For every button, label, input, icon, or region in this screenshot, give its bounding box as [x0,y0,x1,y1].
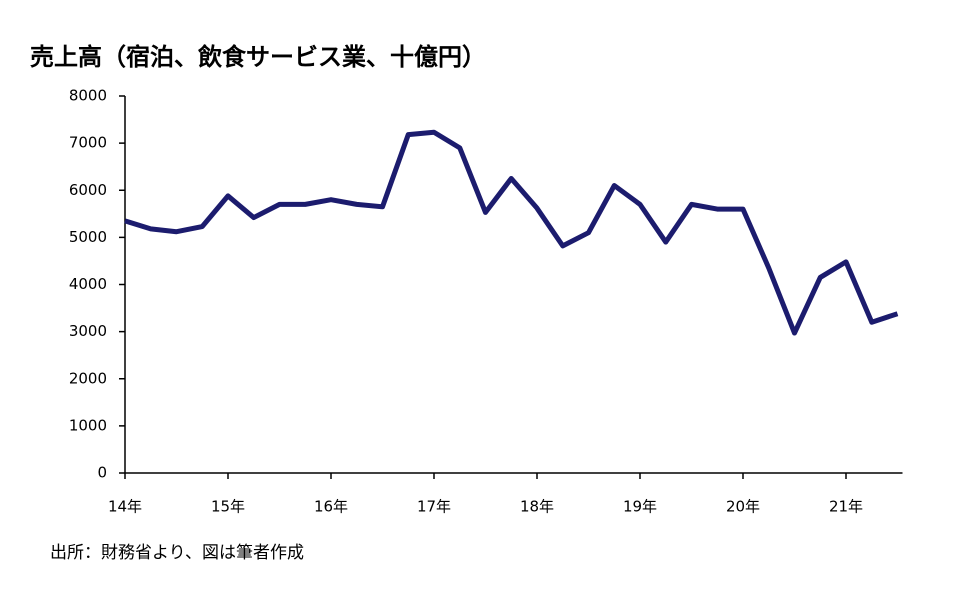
y-tick-label: 8000 [69,87,107,105]
x-tick-label: 20年 [726,498,760,516]
y-tick-label: 3000 [69,322,107,340]
x-tick-label: 16年 [314,498,348,516]
y-tick-label: 2000 [69,369,107,387]
x-tick-label: 18年 [520,498,554,516]
y-tick-label: 6000 [69,181,107,199]
x-tick-label: 14年 [108,498,142,516]
x-tick-label: 21年 [829,498,863,516]
y-tick-label: 1000 [69,416,107,434]
data-line [124,129,899,336]
source-note: 出所：財務省より、図は筆者作成 [50,543,304,563]
x-tick-label: 19年 [623,498,657,516]
chart-title: 売上高（宿泊、飲食サービス業、十億円） [30,43,486,71]
y-tick-label: 4000 [69,275,107,293]
x-tick-label: 15年 [211,498,245,516]
y-tick-label: 5000 [69,228,107,246]
y-tick-label: 7000 [69,134,107,152]
x-tick-label: 17年 [417,498,451,516]
y-tick-label: 0 [97,464,107,482]
